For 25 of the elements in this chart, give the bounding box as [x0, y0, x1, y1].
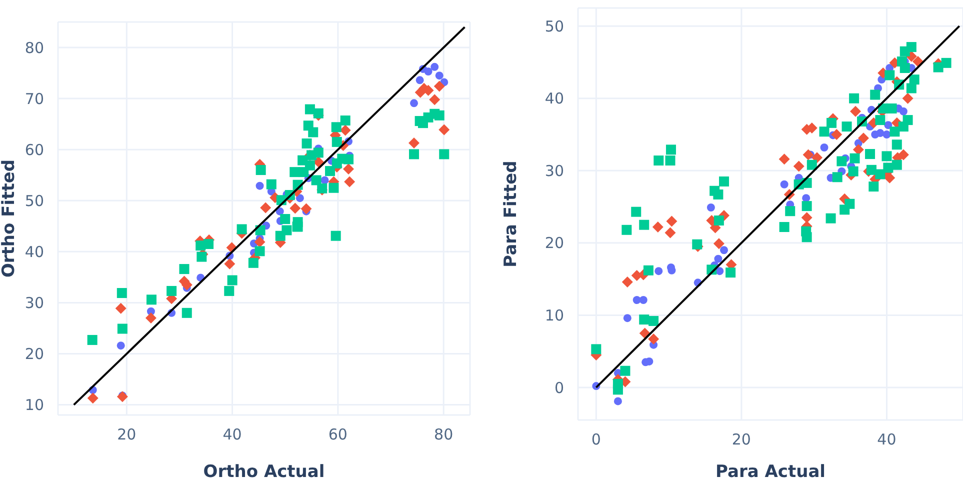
y-tick-label: 70	[24, 90, 44, 108]
x-tick-label: 40	[877, 430, 896, 449]
y-tick-label: 10	[24, 396, 44, 414]
y-tick-label: 80	[24, 38, 44, 57]
x-tick-label: 20	[117, 426, 136, 444]
y-tick-label: 40	[24, 243, 44, 261]
x-tick-label: 60	[328, 426, 348, 444]
y-tick-label: 30	[24, 294, 44, 312]
x-axis-title: Para Actual	[715, 462, 826, 481]
y-axis-title: Ortho Fitted	[0, 159, 20, 278]
y-tick-label: 30	[544, 162, 564, 180]
y-tick-label: 0	[554, 378, 564, 397]
x-tick-label: 40	[222, 426, 242, 444]
y-tick-label: 40	[544, 90, 564, 108]
y-tick-label: 50	[24, 192, 44, 210]
y-tick-label: 10	[544, 306, 564, 325]
y-tick-label: 20	[24, 345, 44, 364]
x-tick-label: 20	[732, 430, 751, 449]
x-tick-label: 80	[434, 426, 454, 444]
y-tick-label: 20	[544, 234, 564, 252]
x-tick-label: 0	[591, 430, 601, 449]
y-axis-title: Para Fitted	[501, 160, 522, 268]
y-tick-label: 50	[544, 17, 564, 36]
x-axis-title: Ortho Actual	[203, 462, 325, 481]
y-tick-label: 60	[24, 140, 44, 159]
